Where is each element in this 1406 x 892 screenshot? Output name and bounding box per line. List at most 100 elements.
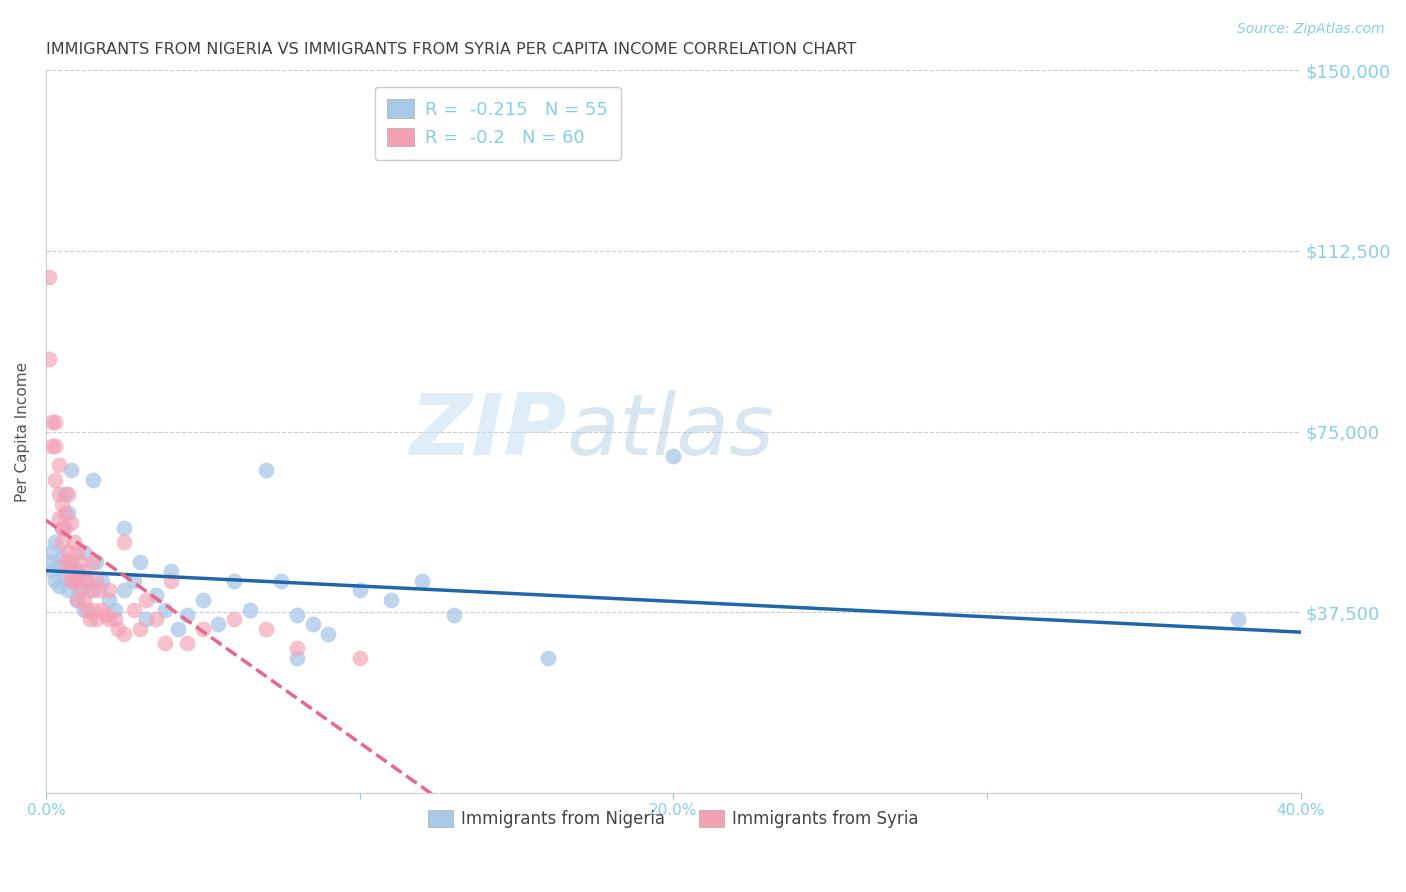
Point bbox=[254, 622, 277, 636]
Point bbox=[63, 535, 86, 549]
Point bbox=[72, 603, 94, 617]
Point bbox=[66, 564, 89, 578]
Point bbox=[349, 583, 371, 598]
Point bbox=[79, 583, 101, 598]
Point bbox=[285, 641, 308, 656]
Point bbox=[60, 574, 83, 588]
Point bbox=[76, 603, 98, 617]
Point bbox=[44, 415, 66, 429]
Point bbox=[53, 507, 76, 521]
Point bbox=[53, 569, 76, 583]
Point bbox=[94, 607, 117, 622]
Point bbox=[380, 593, 402, 607]
Point bbox=[60, 516, 83, 530]
Point bbox=[76, 574, 98, 588]
Point bbox=[44, 473, 66, 487]
Point bbox=[122, 574, 145, 588]
Point bbox=[72, 564, 94, 578]
Point bbox=[41, 545, 63, 559]
Point bbox=[53, 555, 76, 569]
Point bbox=[1226, 612, 1249, 626]
Point bbox=[135, 593, 157, 607]
Point bbox=[60, 555, 83, 569]
Point bbox=[112, 626, 135, 640]
Point bbox=[48, 487, 70, 501]
Point bbox=[254, 463, 277, 477]
Point bbox=[44, 574, 66, 588]
Y-axis label: Per Capita Income: Per Capita Income bbox=[15, 361, 30, 501]
Point bbox=[285, 650, 308, 665]
Point bbox=[82, 473, 104, 487]
Point bbox=[104, 612, 127, 626]
Point bbox=[176, 607, 198, 622]
Point bbox=[51, 535, 73, 549]
Point bbox=[112, 583, 135, 598]
Point bbox=[537, 650, 560, 665]
Point bbox=[38, 352, 60, 367]
Point bbox=[41, 564, 63, 578]
Point bbox=[89, 583, 111, 598]
Point bbox=[301, 617, 323, 632]
Point bbox=[82, 555, 104, 569]
Point bbox=[166, 622, 188, 636]
Point bbox=[153, 603, 176, 617]
Point bbox=[411, 574, 433, 588]
Point bbox=[91, 603, 114, 617]
Point bbox=[48, 559, 70, 574]
Point bbox=[129, 555, 152, 569]
Point bbox=[56, 583, 79, 598]
Point bbox=[79, 612, 101, 626]
Point bbox=[270, 574, 292, 588]
Point bbox=[82, 603, 104, 617]
Point bbox=[48, 511, 70, 525]
Point bbox=[66, 593, 89, 607]
Point bbox=[349, 650, 371, 665]
Text: atlas: atlas bbox=[567, 390, 775, 473]
Point bbox=[316, 626, 339, 640]
Point bbox=[84, 612, 107, 626]
Point bbox=[84, 555, 107, 569]
Point bbox=[48, 458, 70, 473]
Point bbox=[51, 521, 73, 535]
Point bbox=[66, 545, 89, 559]
Text: Source: ZipAtlas.com: Source: ZipAtlas.com bbox=[1237, 22, 1385, 37]
Point bbox=[82, 583, 104, 598]
Point bbox=[160, 574, 183, 588]
Point bbox=[224, 612, 246, 626]
Point bbox=[285, 607, 308, 622]
Point bbox=[122, 603, 145, 617]
Point bbox=[51, 549, 73, 564]
Point bbox=[91, 574, 114, 588]
Point bbox=[239, 603, 262, 617]
Point bbox=[207, 617, 229, 632]
Point bbox=[72, 593, 94, 607]
Point bbox=[191, 622, 214, 636]
Point bbox=[56, 564, 79, 578]
Point bbox=[53, 521, 76, 535]
Point bbox=[44, 439, 66, 453]
Point bbox=[60, 463, 83, 477]
Point bbox=[53, 487, 76, 501]
Point bbox=[60, 555, 83, 569]
Point bbox=[224, 574, 246, 588]
Point bbox=[41, 415, 63, 429]
Legend: Immigrants from Nigeria, Immigrants from Syria: Immigrants from Nigeria, Immigrants from… bbox=[422, 804, 925, 835]
Point bbox=[104, 603, 127, 617]
Point bbox=[145, 612, 167, 626]
Point bbox=[41, 439, 63, 453]
Point bbox=[84, 574, 107, 588]
Point bbox=[69, 583, 91, 598]
Point bbox=[72, 545, 94, 559]
Point bbox=[443, 607, 465, 622]
Point bbox=[97, 583, 120, 598]
Text: IMMIGRANTS FROM NIGERIA VS IMMIGRANTS FROM SYRIA PER CAPITA INCOME CORRELATION C: IMMIGRANTS FROM NIGERIA VS IMMIGRANTS FR… bbox=[46, 42, 856, 57]
Point bbox=[176, 636, 198, 650]
Point bbox=[69, 555, 91, 569]
Point bbox=[97, 612, 120, 626]
Point bbox=[112, 535, 135, 549]
Point bbox=[48, 579, 70, 593]
Point bbox=[153, 636, 176, 650]
Point bbox=[51, 521, 73, 535]
Point bbox=[56, 507, 79, 521]
Point bbox=[112, 521, 135, 535]
